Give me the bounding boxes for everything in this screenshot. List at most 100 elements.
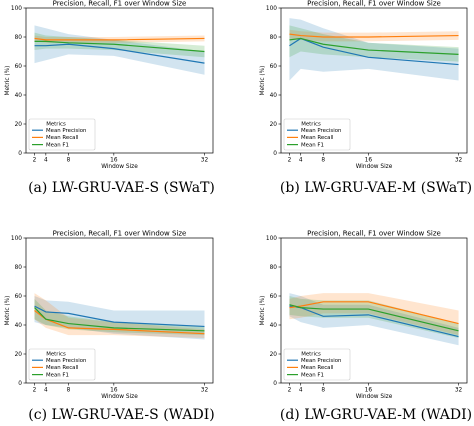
x-tick-label: 8 [67, 158, 71, 164]
y-tick-label: 60 [270, 64, 278, 70]
chart-title: Precision, Recall, F1 over Window Size [307, 0, 441, 8]
series-line-mean-f1 [289, 37, 459, 55]
legend-box [283, 118, 351, 151]
series-line-mean-precision [34, 43, 205, 64]
y-tick-label: 20 [15, 352, 23, 358]
x-tick-label: 16 [365, 158, 373, 164]
legend-title: Metrics [46, 352, 66, 358]
series-line-mean-recall [289, 33, 459, 38]
band-mean-recall [289, 293, 459, 336]
y-tick-label: 100 [11, 6, 22, 12]
legend-entry: Mean F1 [46, 142, 69, 148]
legend-entry: Mean Precision [301, 358, 341, 364]
y-tick-label: 80 [15, 35, 23, 41]
x-tick-label: 32 [455, 388, 463, 394]
y-tick-label: 20 [15, 122, 23, 128]
legend-entry: Mean F1 [301, 372, 324, 378]
x-tick-label: 32 [455, 158, 463, 164]
x-tick-label: 8 [67, 388, 71, 394]
legend-title: Metrics [301, 352, 321, 358]
legend-box [28, 118, 96, 151]
x-axis-label: Window Size [356, 164, 393, 170]
chart-panel-1: Precision, Recall, F1 over Window Size 2 4… [5, 0, 215, 196]
y-tick-label: 100 [266, 6, 277, 12]
x-tick-label: 2 [33, 388, 37, 394]
legend-entry: Mean Recall [301, 365, 333, 371]
series-line-mean-recall [34, 310, 205, 335]
x-tick-label: 16 [110, 388, 118, 394]
plot-frame [280, 7, 468, 154]
x-axis-label: Window Size [101, 164, 138, 170]
y-tick-label: 40 [15, 323, 23, 329]
legend-entry: Mean Recall [301, 135, 333, 141]
y-tick-label: 100 [266, 236, 277, 242]
figure-caption: (a) LW-GRU-VAE-S (SWaT) [28, 180, 215, 196]
y-tick-label: 0 [273, 151, 277, 157]
series-line-mean-recall [34, 37, 205, 41]
figure-caption: (b) LW-GRU-VAE-M (SWaT) [280, 180, 472, 196]
chart-title: Precision, Recall, F1 over Window Size [53, 0, 187, 8]
y-axis-label: Metric (%) [260, 66, 266, 96]
y-tick-label: 40 [270, 323, 278, 329]
x-tick-label: 16 [110, 158, 118, 164]
y-tick-label: 100 [11, 236, 22, 242]
series-line-mean-precision [289, 37, 459, 66]
y-tick-label: 0 [18, 381, 22, 387]
legend-title: Metrics [46, 122, 66, 128]
chart-panel-4: Precision, Recall, F1 over Window Size 2 4… [260, 230, 472, 424]
chart-panel-2: Precision, Recall, F1 over Window Size 2 4… [260, 0, 472, 196]
x-axis-label: Window Size [356, 394, 393, 400]
legend-entry: Mean Precision [46, 358, 86, 364]
y-tick-label: 80 [15, 265, 23, 271]
x-tick-label: 16 [365, 388, 373, 394]
legend-entry: Mean Recall [46, 135, 78, 141]
legend-title: Metrics [301, 122, 321, 128]
band-mean-recall [34, 35, 205, 43]
x-tick-label: 2 [288, 388, 292, 394]
band-mean-recall [289, 29, 459, 42]
y-tick-label: 0 [273, 381, 277, 387]
y-tick-label: 0 [18, 151, 22, 157]
legend-entry: Mean F1 [46, 372, 69, 378]
x-tick-label: 32 [201, 158, 209, 164]
x-tick-label: 4 [44, 388, 48, 394]
chart-title: Precision, Recall, F1 over Window Size [53, 230, 187, 238]
y-axis-label: Metric (%) [260, 296, 266, 326]
y-axis-label: Metric (%) [5, 296, 11, 326]
legend-box [28, 348, 96, 381]
series-line-mean-f1 [34, 307, 205, 332]
band-mean-f1 [34, 298, 205, 336]
band-mean-precision [289, 18, 459, 81]
y-tick-label: 40 [15, 93, 23, 99]
plot-frame [280, 237, 468, 384]
legend-entry: Mean Precision [301, 128, 341, 134]
y-tick-label: 20 [270, 352, 278, 358]
plot-frame [25, 7, 214, 154]
figure-caption: (d) LW-GRU-VAE-M (WADI) [280, 407, 472, 423]
band-mean-precision [289, 293, 459, 346]
series-line-mean-f1 [289, 304, 459, 332]
y-tick-label: 20 [270, 122, 278, 128]
series-line-mean-f1 [34, 40, 205, 53]
legend-entry: Mean Recall [46, 365, 78, 371]
x-tick-label: 4 [44, 158, 48, 164]
y-tick-label: 80 [270, 35, 278, 41]
x-tick-label: 4 [299, 158, 303, 164]
y-axis-label: Metric (%) [5, 66, 11, 96]
x-tick-label: 2 [33, 158, 37, 164]
series-line-mean-precision [34, 305, 205, 328]
legend-entry: Mean F1 [301, 142, 324, 148]
x-tick-label: 8 [321, 388, 325, 394]
y-tick-label: 60 [15, 64, 23, 70]
chart-panel-3: Precision, Recall, F1 over Window Size 2 4… [5, 230, 215, 424]
x-tick-label: 2 [288, 158, 292, 164]
band-mean-recall [34, 293, 205, 339]
x-tick-label: 32 [201, 388, 209, 394]
y-tick-label: 60 [15, 294, 23, 300]
y-tick-label: 60 [270, 294, 278, 300]
